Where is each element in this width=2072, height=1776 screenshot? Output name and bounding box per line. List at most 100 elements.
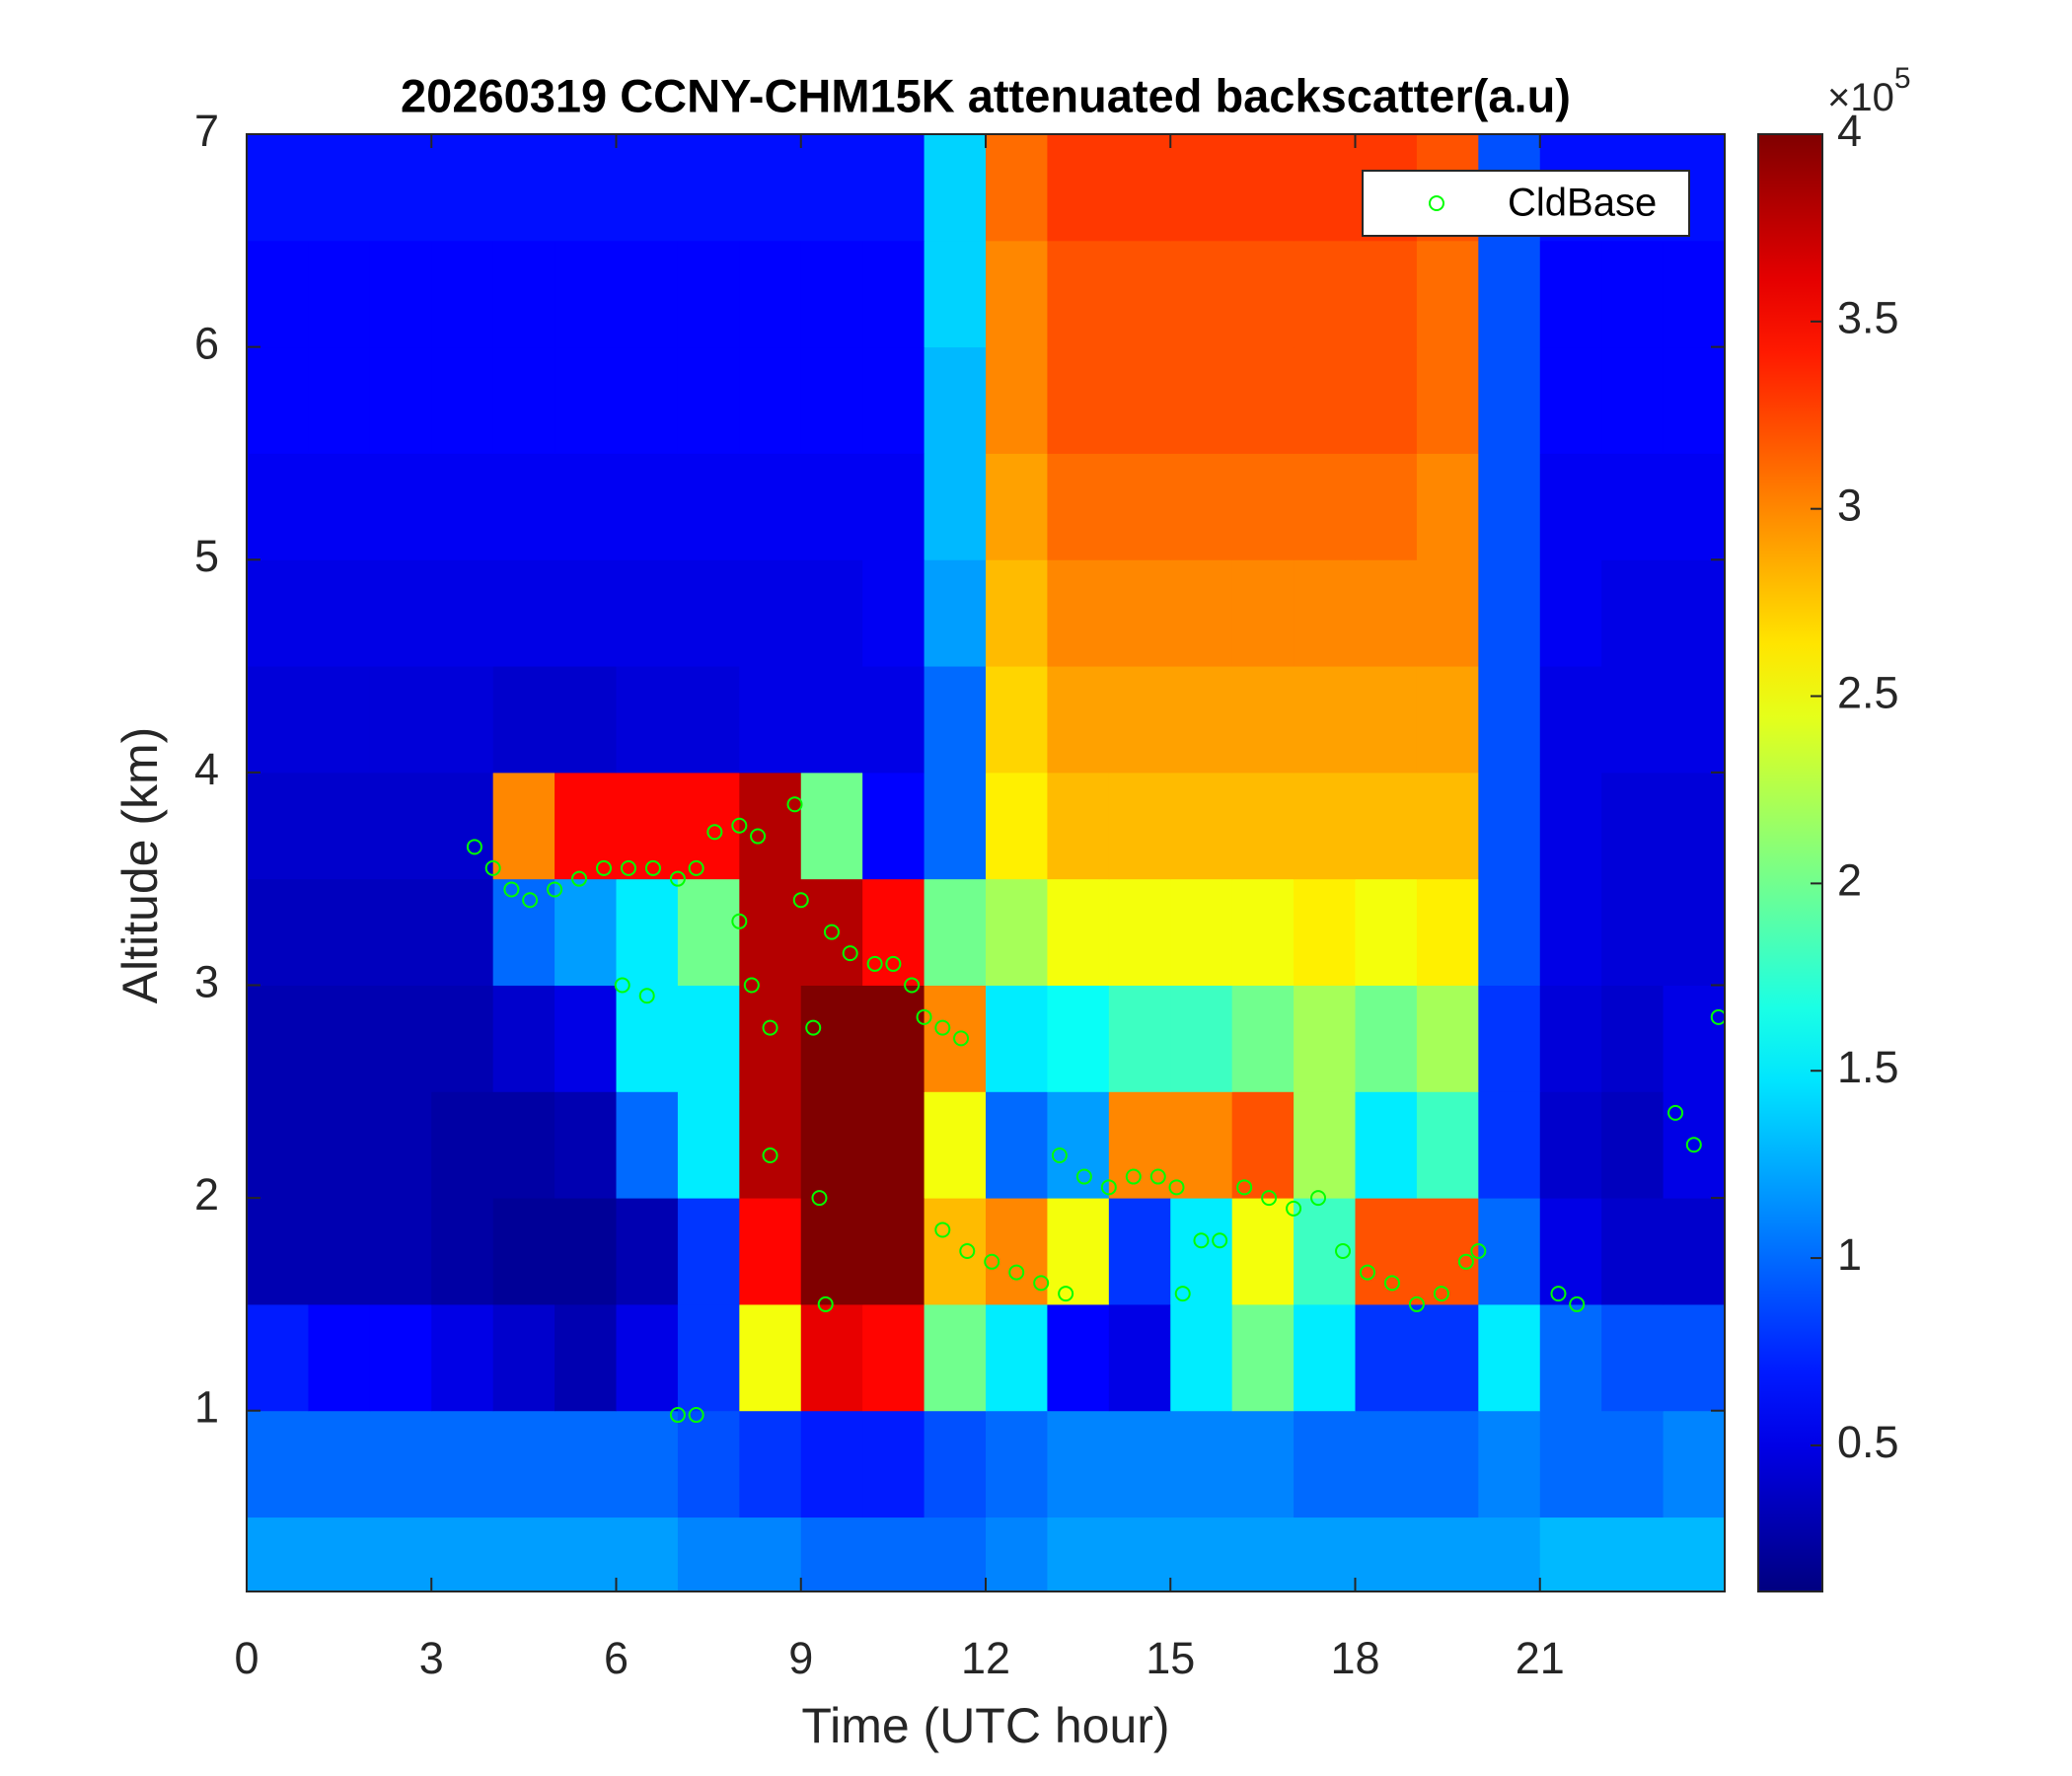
heatmap-cell xyxy=(739,666,802,774)
colorbar-multiplier-base: ×10 xyxy=(1827,76,1894,119)
heatmap-cell xyxy=(1294,1303,1356,1412)
heatmap-cell xyxy=(1170,134,1233,242)
heatmap-cell xyxy=(308,666,371,774)
heatmap-cell xyxy=(1170,666,1233,774)
cloud-base-point xyxy=(688,859,704,876)
heatmap-cell xyxy=(862,1091,925,1199)
heatmap-cell xyxy=(492,985,555,1092)
heatmap-cell xyxy=(1478,453,1541,560)
heatmap-cell xyxy=(800,1303,863,1412)
chart-title: 20260319 CCNY-CHM15K attenuated backscat… xyxy=(401,69,1571,121)
heatmap-cell xyxy=(1294,559,1356,667)
heatmap-cell xyxy=(800,878,863,986)
cloud-base-point xyxy=(466,839,482,855)
heatmap-cell xyxy=(247,878,309,986)
heatmap-cell xyxy=(677,346,740,454)
heatmap-cell xyxy=(555,240,617,348)
heatmap-cell xyxy=(1355,772,1418,880)
heatmap-cell xyxy=(431,346,494,454)
heatmap-cell xyxy=(431,1410,494,1518)
heatmap-cell xyxy=(431,1517,494,1591)
heatmap-cell xyxy=(677,1303,740,1412)
heatmap-cell xyxy=(369,666,432,774)
heatmap-cell xyxy=(555,1517,617,1591)
heatmap-cell xyxy=(677,559,740,667)
heatmap-cell xyxy=(492,1198,555,1305)
heatmap-cell xyxy=(1294,772,1356,880)
heatmap-cell xyxy=(1047,134,1110,242)
cloud-base-point xyxy=(706,824,723,841)
heatmap-cell xyxy=(1231,346,1295,454)
heatmap-cell xyxy=(1231,134,1295,242)
cloud-base-point xyxy=(1408,1295,1425,1312)
y-axis-label: Altitude (km) xyxy=(112,727,168,1004)
colorbar-tick-label: 1.5 xyxy=(1837,1042,1899,1092)
heatmap-cell xyxy=(1663,1198,1725,1305)
heatmap-cell xyxy=(1294,134,1356,242)
heatmap-cell xyxy=(1170,1517,1233,1591)
heatmap-cell xyxy=(677,1198,740,1305)
heatmap-cell xyxy=(739,1410,802,1518)
heatmap-cell xyxy=(369,1303,432,1412)
heatmap-cell xyxy=(1170,985,1233,1092)
heatmap-cell xyxy=(1231,453,1295,560)
heatmap-cell xyxy=(1663,1091,1725,1199)
cloud-base-point xyxy=(571,870,588,887)
heatmap-cell xyxy=(1047,985,1110,1092)
heatmap-cell xyxy=(1355,240,1418,348)
heatmap-cell xyxy=(677,134,740,242)
heatmap-cell xyxy=(247,346,309,454)
cloud-base-point xyxy=(866,955,883,972)
heatmap-cell xyxy=(369,346,432,454)
heatmap-cell xyxy=(308,985,371,1092)
heatmap-cell xyxy=(1355,1410,1418,1518)
heatmap-cell xyxy=(1047,878,1110,986)
x-tick-label: 21 xyxy=(1516,1633,1565,1683)
x-tick-label: 12 xyxy=(961,1633,1010,1683)
y-tick-label: 2 xyxy=(194,1169,219,1220)
heatmap-cell xyxy=(986,240,1048,348)
heatmap-cell xyxy=(862,1410,925,1518)
heatmap-cell xyxy=(1478,1303,1541,1412)
cloud-base-point xyxy=(1008,1264,1025,1281)
heatmap-cell xyxy=(1294,1410,1356,1518)
heatmap-cell xyxy=(555,666,617,774)
heatmap-cell xyxy=(800,985,863,1092)
heatmap-cell xyxy=(986,453,1048,560)
heatmap-cell xyxy=(1416,453,1479,560)
heatmap-cell xyxy=(1663,240,1725,348)
heatmap-cell xyxy=(1601,985,1665,1092)
heatmap-cell xyxy=(1170,772,1233,880)
cloud-base-point xyxy=(620,859,636,876)
heatmap-cell xyxy=(1294,985,1356,1092)
heatmap-cell xyxy=(616,985,679,1092)
heatmap-cell xyxy=(247,666,309,774)
heatmap-cell xyxy=(862,666,925,774)
cloud-base-point xyxy=(1236,1179,1253,1196)
legend-label: CldBase xyxy=(1508,182,1657,225)
heatmap-cell xyxy=(1231,878,1295,986)
y-tick-label: 3 xyxy=(194,956,219,1006)
heatmap-cell xyxy=(1108,346,1171,454)
heatmap-cell xyxy=(1108,240,1171,348)
heatmap-cell xyxy=(924,559,987,667)
heatmap-cell xyxy=(1539,772,1602,880)
cloud-base-point xyxy=(484,859,501,876)
heatmap-cell xyxy=(1108,772,1171,880)
heatmap-cell xyxy=(862,772,925,880)
cloud-base-point xyxy=(1710,1008,1725,1025)
heatmap-cell xyxy=(1355,985,1418,1092)
heatmap-cell xyxy=(862,985,925,1092)
heatmap-cell xyxy=(1108,666,1171,774)
heatmap-cell xyxy=(1170,559,1233,667)
heatmap-cell xyxy=(1416,240,1479,348)
heatmap-cell xyxy=(862,134,925,242)
cloud-base-point xyxy=(614,977,630,994)
heatmap-cell xyxy=(308,1091,371,1199)
heatmap-cell xyxy=(431,134,494,242)
heatmap-cell xyxy=(616,346,679,454)
heatmap-cell xyxy=(492,772,555,880)
heatmap-cell xyxy=(1231,1410,1295,1518)
heatmap-cell xyxy=(1416,666,1479,774)
heatmap-cell xyxy=(431,666,494,774)
